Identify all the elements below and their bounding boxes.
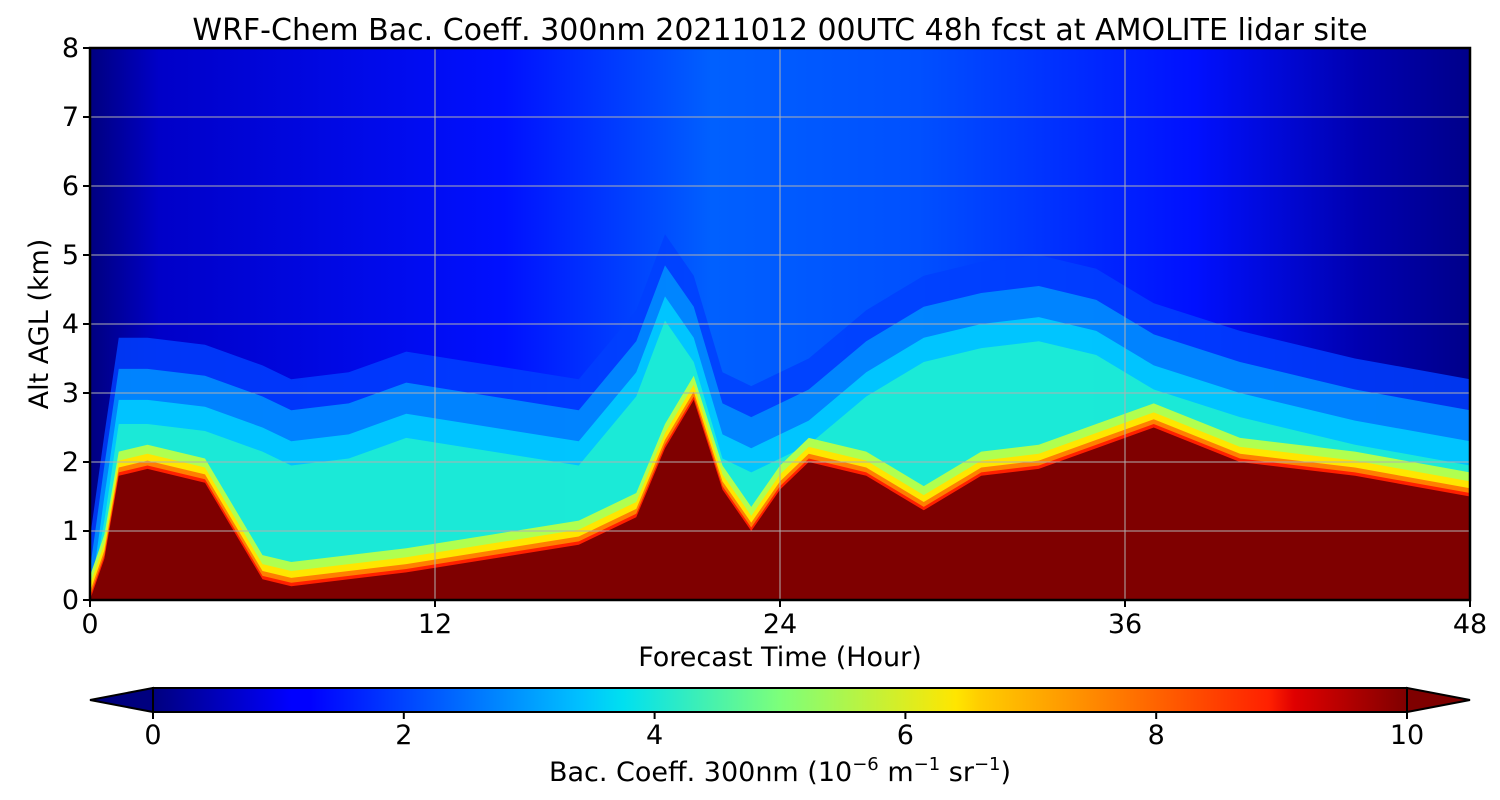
y-tick-label: 6 <box>62 171 79 202</box>
colorbar-label-mid2: sr <box>940 757 975 788</box>
colorbar-tick-label: 10 <box>1390 720 1424 751</box>
colorbar-label-mid: m <box>879 757 914 788</box>
y-tick-label: 2 <box>62 447 79 478</box>
colorbar-label-exp3: −1 <box>974 754 1001 775</box>
colorbar-label-exp2: −1 <box>914 754 941 775</box>
x-axis-label: Forecast Time (Hour) <box>638 642 922 673</box>
colorbar-tick-label: 6 <box>897 720 914 751</box>
x-tick-label: 12 <box>418 609 452 640</box>
y-tick-label: 5 <box>62 240 79 271</box>
colorbar-tick-label: 2 <box>395 720 412 751</box>
x-tick-label: 48 <box>1453 609 1487 640</box>
colorbar-ticks: 0 2 4 6 8 10 <box>144 712 1424 751</box>
chart-title: WRF-Chem Bac. Coeff. 300nm 20211012 00UT… <box>192 13 1367 48</box>
y-tick-label: 8 <box>62 33 79 64</box>
colorbar-tick-label: 0 <box>144 720 161 751</box>
y-tick-label: 3 <box>62 378 79 409</box>
colorbar-label-main: Bac. Coeff. 300nm (10 <box>549 757 852 788</box>
colorbar-label: Bac. Coeff. 300nm (10−6 m−1 sr−1) <box>549 754 1011 788</box>
colorbar-label-end: ) <box>1000 757 1011 788</box>
colorbar-gradient <box>152 687 1408 713</box>
colorbar-extend-high <box>1406 686 1471 714</box>
x-tick-label: 24 <box>763 609 797 640</box>
y-tick-label: 4 <box>62 309 79 340</box>
colorbar: 0 2 4 6 8 10 Bac. Coeff. 300nm (10−6 m−1 sr−1… <box>89 686 1471 788</box>
x-axis-ticks: 0 12 24 36 48 <box>81 600 1487 640</box>
y-axis-label: Alt AGL (km) <box>24 239 55 410</box>
y-axis-ticks: 0 1 2 3 4 5 6 7 8 <box>62 33 90 616</box>
y-tick-label: 0 <box>62 585 79 616</box>
colorbar-tick-label: 8 <box>1148 720 1165 751</box>
colorbar-extend-low <box>89 686 154 714</box>
y-tick-label: 7 <box>62 102 79 133</box>
x-tick-label: 0 <box>81 609 98 640</box>
colorbar-label-exp1: −6 <box>852 754 879 775</box>
y-tick-label: 1 <box>62 516 79 547</box>
colorbar-tick-label: 4 <box>646 720 663 751</box>
x-tick-label: 36 <box>1108 609 1142 640</box>
